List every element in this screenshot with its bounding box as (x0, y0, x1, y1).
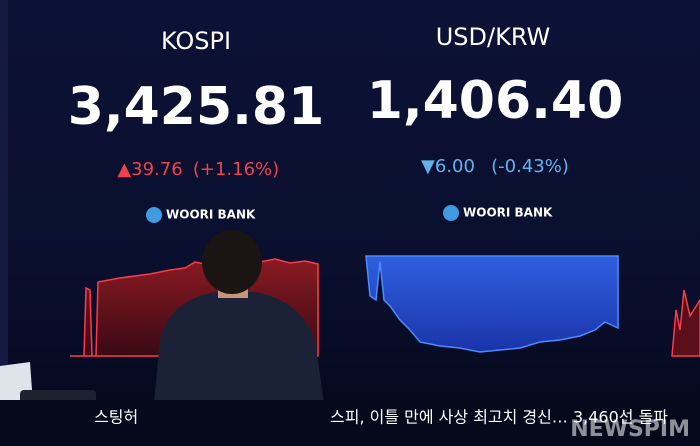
brand-logo (146, 207, 162, 223)
brand-name: WOORI BANK (463, 206, 553, 220)
panel-change-pct: (-0.43%) (491, 156, 569, 177)
panel-value: 3,425.81 (68, 77, 325, 137)
ticker-headline: 스피, 이틀 만에 사상 최고치 경신… 3,460선 돌파 (330, 408, 668, 427)
panel-value: 1,406.40 (367, 71, 624, 131)
watermark: NEWSPIM (570, 417, 690, 442)
sparkline-area (365, 255, 619, 353)
panel-change: ▼6.00 (421, 156, 475, 177)
panel-change-pct: (+1.16%) (193, 159, 279, 180)
screen-edge (0, 0, 8, 400)
ticker-text: 스팅허 (94, 408, 138, 427)
panel-label: KOSPI (161, 27, 231, 55)
sparkline-area (671, 289, 700, 357)
ticker-bar (0, 400, 700, 446)
panel-change: ▲39.76 (117, 159, 182, 180)
panel-label: USD/KRW (436, 23, 551, 51)
brand-logo (443, 205, 459, 221)
brand-name: WOORI BANK (166, 208, 256, 222)
person-head (202, 230, 262, 294)
